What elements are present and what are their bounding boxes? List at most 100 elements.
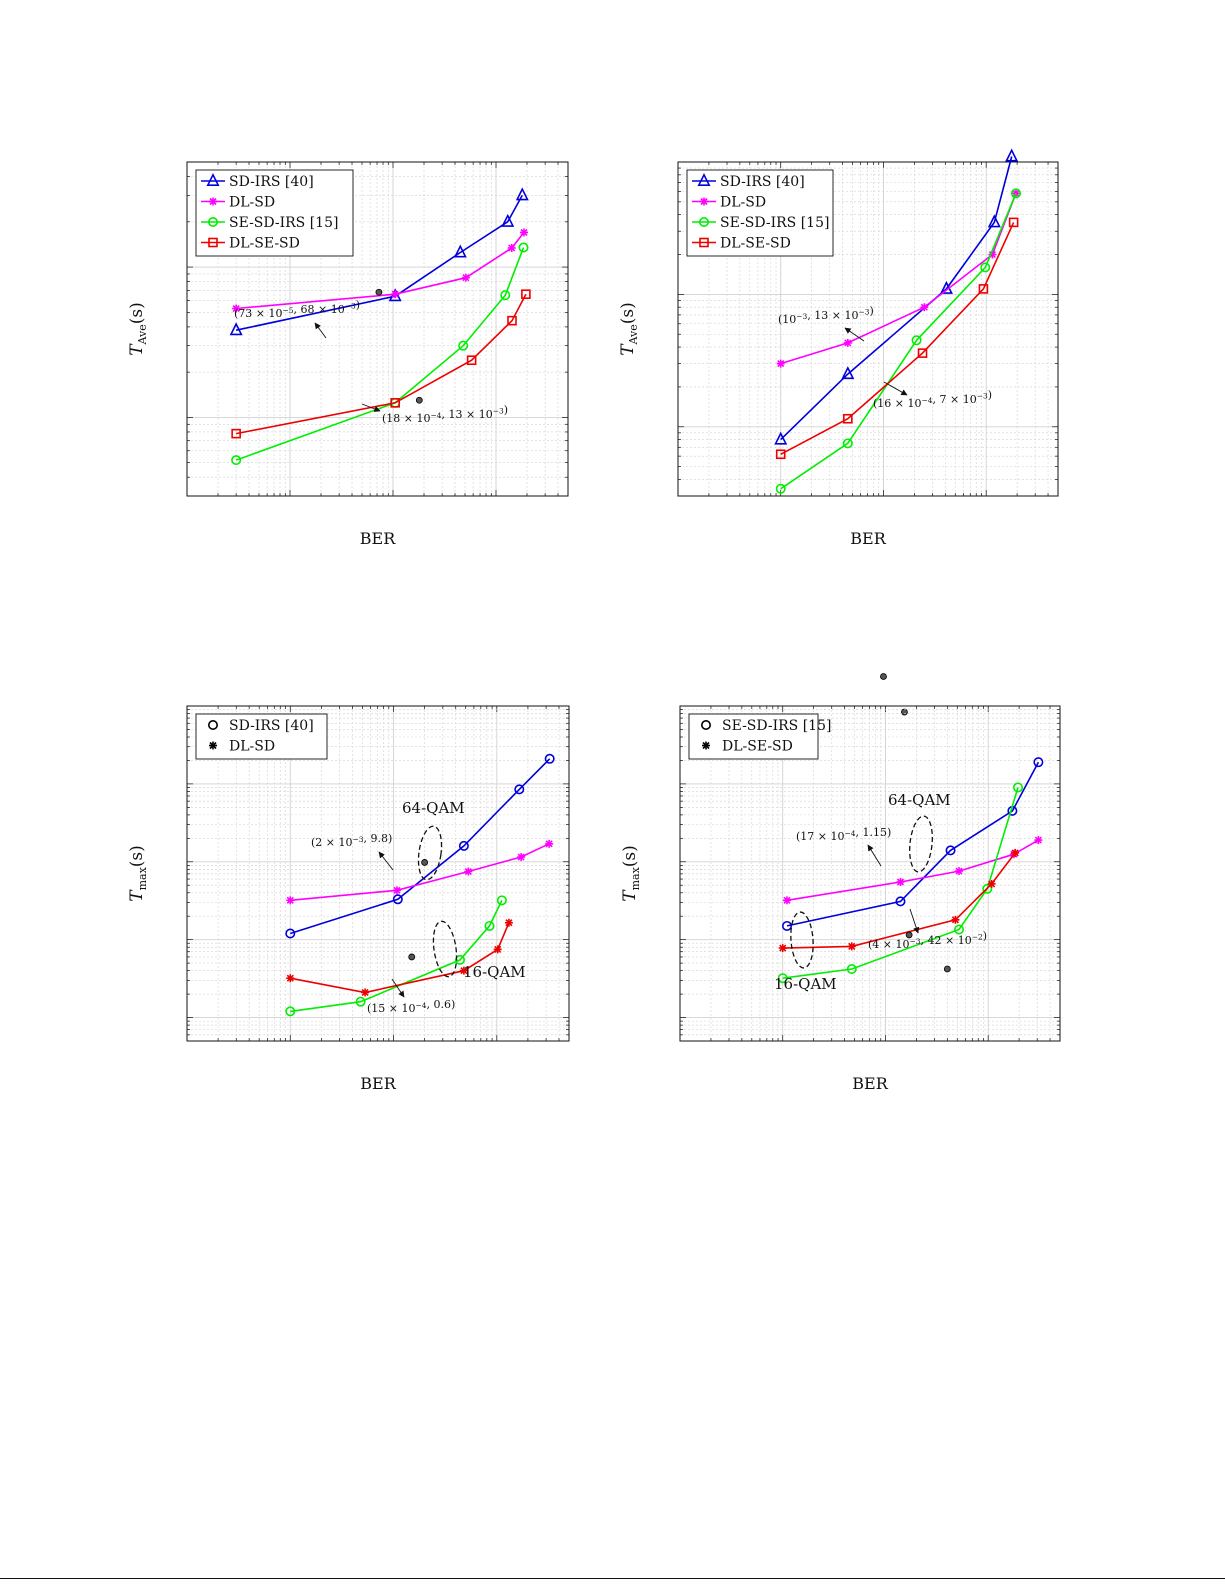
- legend-entry-label: SD-IRS [40]: [720, 174, 805, 190]
- y-axis-label: Tmax(s): [620, 845, 642, 902]
- data-point: [951, 915, 960, 924]
- series-line: [780, 156, 1013, 441]
- legend-entry-label: DL-SD: [229, 195, 275, 211]
- data-point: [521, 289, 531, 299]
- data-point: [778, 944, 787, 953]
- y-axis-label: TAve(s): [618, 302, 640, 356]
- legend-entry-label: DL-SE-SD: [720, 236, 791, 252]
- series-line: [290, 899, 503, 1013]
- data-point: [232, 304, 241, 313]
- data-point: [1005, 148, 1019, 162]
- intersection-point: [905, 931, 913, 939]
- annotation-label: (17 × 10−4, 1.15): [796, 826, 891, 843]
- group-label: 16-QAM: [463, 963, 526, 981]
- plot-frame: [186, 161, 569, 497]
- group-ellipse: [417, 825, 443, 881]
- series-2: [231, 242, 529, 466]
- legend-swatch-marker: [698, 217, 709, 228]
- x-axis-label: BER: [850, 529, 886, 548]
- data-point: [955, 867, 964, 876]
- legend-entry-label: DL-SE-SD: [722, 739, 793, 755]
- data-point: [841, 366, 855, 380]
- data-point: [1033, 757, 1044, 768]
- annotation-label: (16 × 10−4, 7 × 10−3): [873, 389, 992, 410]
- annotation-arrow: [844, 327, 865, 342]
- data-point: [843, 413, 853, 424]
- legend-entry-label: SD-IRS [40]: [229, 174, 314, 190]
- data-point: [777, 973, 788, 984]
- intersection-point: [901, 708, 908, 716]
- data-point: [231, 455, 242, 466]
- data-point: [355, 996, 366, 1007]
- intersection-point: [408, 953, 416, 961]
- data-point: [392, 886, 401, 895]
- data-point: [459, 966, 468, 975]
- x-axis-label: BER: [852, 1074, 888, 1093]
- data-point: [843, 338, 852, 347]
- data-point: [514, 784, 525, 795]
- data-point: [484, 920, 495, 931]
- group-label: 64-QAM: [888, 791, 951, 809]
- data-point: [545, 839, 554, 848]
- plot-frame: [679, 705, 1061, 1042]
- intersection-point: [415, 396, 423, 404]
- data-point: [920, 303, 929, 312]
- data-point: [895, 896, 906, 907]
- legend-entry-label: DL-SD: [720, 195, 766, 211]
- series-1: [782, 836, 1043, 905]
- plot-frame: [677, 161, 1059, 497]
- data-point: [285, 1006, 296, 1017]
- intersection-point: [421, 859, 429, 866]
- data-point: [501, 213, 515, 227]
- data-point: [896, 877, 905, 886]
- series-line: [235, 194, 524, 331]
- chart-panel-max-se: (17 × 10−4, 1.15) (4 × 10−3, 42 × 10−2) 64…: [620, 705, 1061, 1093]
- x-axis-label: BER: [360, 529, 396, 548]
- annotation-arrow: [867, 844, 882, 867]
- data-point: [911, 335, 922, 346]
- data-point: [496, 895, 507, 906]
- legend-swatch-marker: [206, 173, 220, 186]
- data-point: [390, 398, 400, 408]
- y-axis-label: Tmax(s): [127, 845, 149, 902]
- data-point: [1011, 848, 1020, 857]
- data-point: [775, 449, 786, 460]
- annotation-arrow: [883, 381, 908, 396]
- legend-swatch-marker: [700, 719, 711, 730]
- legend-entry-label: SD-IRS [40]: [229, 718, 314, 734]
- chart-panel-max-sd: (2 × 10−3, 9.8) (15 × 10−4, 0.6) 64-QAM 16-…: [127, 705, 570, 1093]
- data-point: [987, 879, 996, 888]
- data-point: [500, 290, 511, 301]
- data-point: [518, 242, 529, 253]
- data-point: [392, 894, 403, 905]
- data-point: [917, 348, 928, 358]
- series-line: [786, 761, 1040, 927]
- series-line: [290, 758, 551, 935]
- y-axis-label: TAve(s): [127, 302, 149, 356]
- legend-swatch-marker: [209, 741, 217, 750]
- legend-swatch-marker: [208, 237, 218, 248]
- series-3: [775, 217, 1019, 460]
- data-point: [285, 928, 296, 939]
- series-0: [774, 148, 1019, 445]
- data-point: [980, 262, 991, 273]
- data-point: [954, 924, 965, 935]
- annotation-label: (73 × 10−5, 68 × 10−3): [234, 299, 360, 320]
- data-point: [987, 214, 1001, 228]
- group-label: 16-QAM: [774, 975, 837, 993]
- data-point: [842, 438, 853, 449]
- plot-frame: [186, 705, 570, 1042]
- data-point: [846, 964, 857, 975]
- legend-box: [195, 169, 354, 257]
- x-axis-label: BER: [360, 1074, 396, 1093]
- data-point: [229, 322, 243, 336]
- chart-panel-ave-64qam: (10−3, 13 × 10−3) (16 × 10−4, 7 × 10−3) SD…: [618, 148, 1059, 716]
- data-point: [493, 945, 502, 954]
- intersection-point: [943, 965, 951, 973]
- data-point: [453, 244, 467, 258]
- series-3: [231, 289, 531, 439]
- annotation-arrow: [909, 908, 920, 934]
- data-point: [507, 315, 517, 326]
- legend: SD-IRS [40] DL-SD SE-SD-IRS [15] DL-SE-SD: [686, 169, 834, 257]
